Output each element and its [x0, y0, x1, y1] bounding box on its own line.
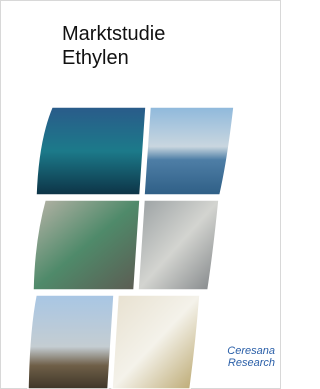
cover: Marktstudie Ethylen Ceresana Research	[0, 0, 281, 389]
photo	[138, 200, 219, 290]
title-line: Ethylen	[62, 47, 129, 69]
photo	[112, 295, 200, 389]
photo	[28, 295, 114, 389]
photo	[144, 107, 234, 195]
publisher-line: Research	[228, 357, 275, 369]
publisher-line: Ceresana	[227, 345, 275, 357]
photo	[36, 107, 146, 195]
photo	[33, 200, 140, 290]
title-line: Marktstudie	[62, 23, 165, 45]
